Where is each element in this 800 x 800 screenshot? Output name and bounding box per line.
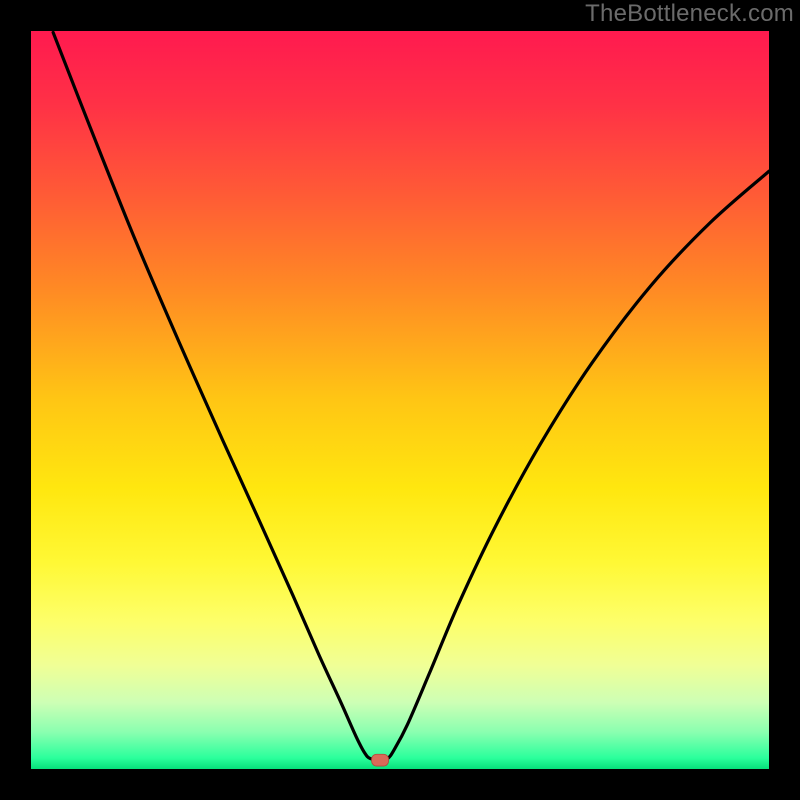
watermark-text: TheBottleneck.com <box>585 0 794 28</box>
plot-area <box>31 31 769 769</box>
optimum-marker <box>372 754 389 766</box>
gradient-background <box>31 31 769 769</box>
chart-frame <box>31 31 769 769</box>
plot-svg <box>31 31 769 769</box>
